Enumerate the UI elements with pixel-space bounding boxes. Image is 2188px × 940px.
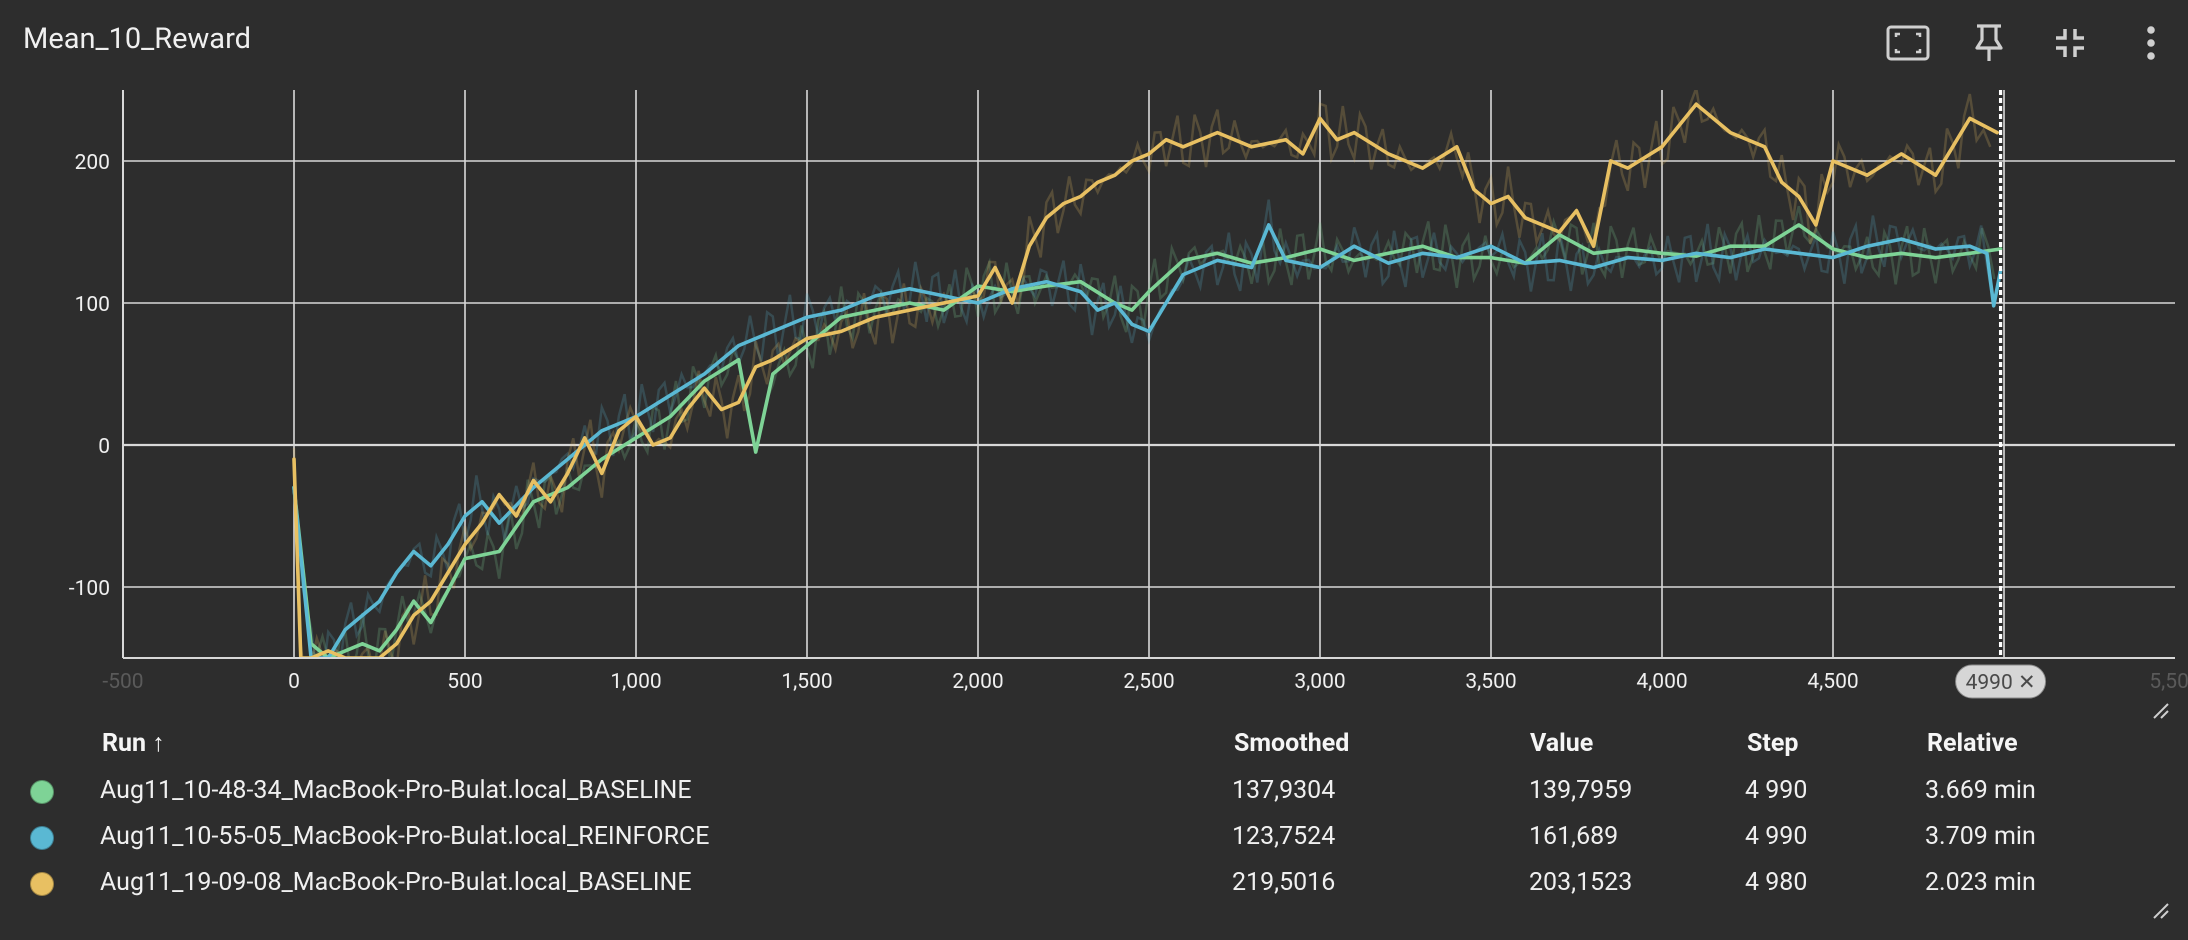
- series-line-0: [292, 223, 2003, 658]
- raw-series-line: [292, 199, 1995, 658]
- run-color-swatch[interactable]: [30, 826, 54, 850]
- smoothed-value: 219,5016: [1232, 868, 1336, 897]
- line-chart[interactable]: -100 0 100 200 -500 0 500 1,000 1,500 2,000 2,500 3…: [0, 0, 2188, 715]
- card-toolbar: [1852, 18, 2188, 68]
- x-tick-label: 500: [447, 670, 482, 694]
- run-name: Aug11_19-09-08_MacBook-Pro-Bulat.local_B…: [100, 868, 692, 897]
- table-resize-handle-icon[interactable]: [2152, 902, 2170, 920]
- x-tick-label: 0: [288, 670, 300, 694]
- x-tick-label: -500: [102, 670, 143, 694]
- y-tick-label: 0: [98, 435, 110, 459]
- more-menu-button[interactable]: [2126, 18, 2176, 68]
- series-line-2: [292, 102, 1999, 658]
- x-tick-label: 4,500: [1807, 670, 1858, 694]
- x-tick-label: 1,000: [610, 670, 661, 694]
- relative-time: 2.023 min: [1925, 868, 2036, 897]
- raw-value: 203,1523: [1529, 868, 1633, 897]
- series-line-1: [292, 223, 2003, 658]
- pin-icon: [1975, 24, 2003, 61]
- raw-series-line: [292, 90, 1992, 658]
- y-tick-label: 200: [75, 151, 110, 175]
- raw-series-layer: [292, 90, 1996, 658]
- fit-domain-button[interactable]: [1883, 18, 1933, 68]
- y-tick-label: 100: [75, 293, 110, 317]
- axis-layer: -100 0 100 200 -500 0 500 1,000 1,500 2,000 2,500 3…: [69, 90, 2188, 694]
- x-tick-label: 2,500: [1123, 670, 1174, 694]
- run-name: Aug11_10-48-34_MacBook-Pro-Bulat.local_B…: [100, 776, 692, 805]
- card-header: Mean_10_Reward: [0, 0, 2188, 84]
- cursor-pill: [1955, 664, 2047, 699]
- smoothed-value: 123,7524: [1232, 822, 1336, 851]
- x-tick-label: 1,500: [781, 670, 832, 694]
- step-value: 4 990: [1745, 822, 1808, 851]
- raw-value: 161,689: [1529, 822, 1619, 851]
- y-tick-label: -100: [69, 577, 110, 601]
- relative-time: 3.709 min: [1925, 822, 2036, 851]
- fit-domain-icon: [1886, 25, 1930, 61]
- header-value: Value: [1530, 729, 1594, 758]
- x-tick-label: 2,000: [952, 670, 1003, 694]
- smoothed-value: 137,9304: [1232, 776, 1336, 805]
- x-tick-label: 5,500: [2149, 670, 2188, 694]
- raw-series-line: [292, 205, 1996, 658]
- run-color-swatch[interactable]: [30, 780, 54, 804]
- collapse-icon: [2056, 29, 2084, 57]
- run-name: Aug11_10-55-05_MacBook-Pro-Bulat.local_R…: [100, 822, 710, 851]
- series-layer: [292, 102, 2003, 658]
- x-tick-label: 3,000: [1294, 670, 1345, 694]
- step-cursor[interactable]: 4990 ✕: [1955, 90, 2047, 699]
- step-value: 4 990: [1745, 776, 1808, 805]
- chart-resize-handle-icon[interactable]: [2152, 702, 2170, 720]
- more-vert-icon: [2147, 26, 2155, 60]
- table-row: Aug11_10-55-05_MacBook-Pro-Bulat.local_R…: [0, 815, 2188, 861]
- raw-value: 139,7959: [1529, 776, 1633, 805]
- run-color-swatch[interactable]: [30, 872, 54, 896]
- header-run[interactable]: Run ↑: [102, 729, 165, 758]
- table-row: Aug11_10-48-34_MacBook-Pro-Bulat.local_B…: [0, 769, 2188, 815]
- relative-time: 3.669 min: [1925, 776, 2036, 805]
- x-tick-label: 3,500: [1465, 670, 1516, 694]
- card-title: Mean_10_Reward: [23, 22, 251, 56]
- step-value: 4 980: [1745, 868, 1808, 897]
- pin-button[interactable]: [1964, 18, 2014, 68]
- header-smoothed: Smoothed: [1234, 729, 1350, 758]
- collapse-button[interactable]: [2045, 18, 2095, 68]
- header-step: Step: [1747, 729, 1799, 758]
- header-relative: Relative: [1927, 729, 2018, 758]
- chart-grid: [123, 90, 2175, 658]
- cursor-step-label: 4990 ✕: [1966, 671, 2036, 695]
- table-row: Aug11_19-09-08_MacBook-Pro-Bulat.local_B…: [0, 861, 2188, 907]
- x-tick-label: 4,000: [1636, 670, 1687, 694]
